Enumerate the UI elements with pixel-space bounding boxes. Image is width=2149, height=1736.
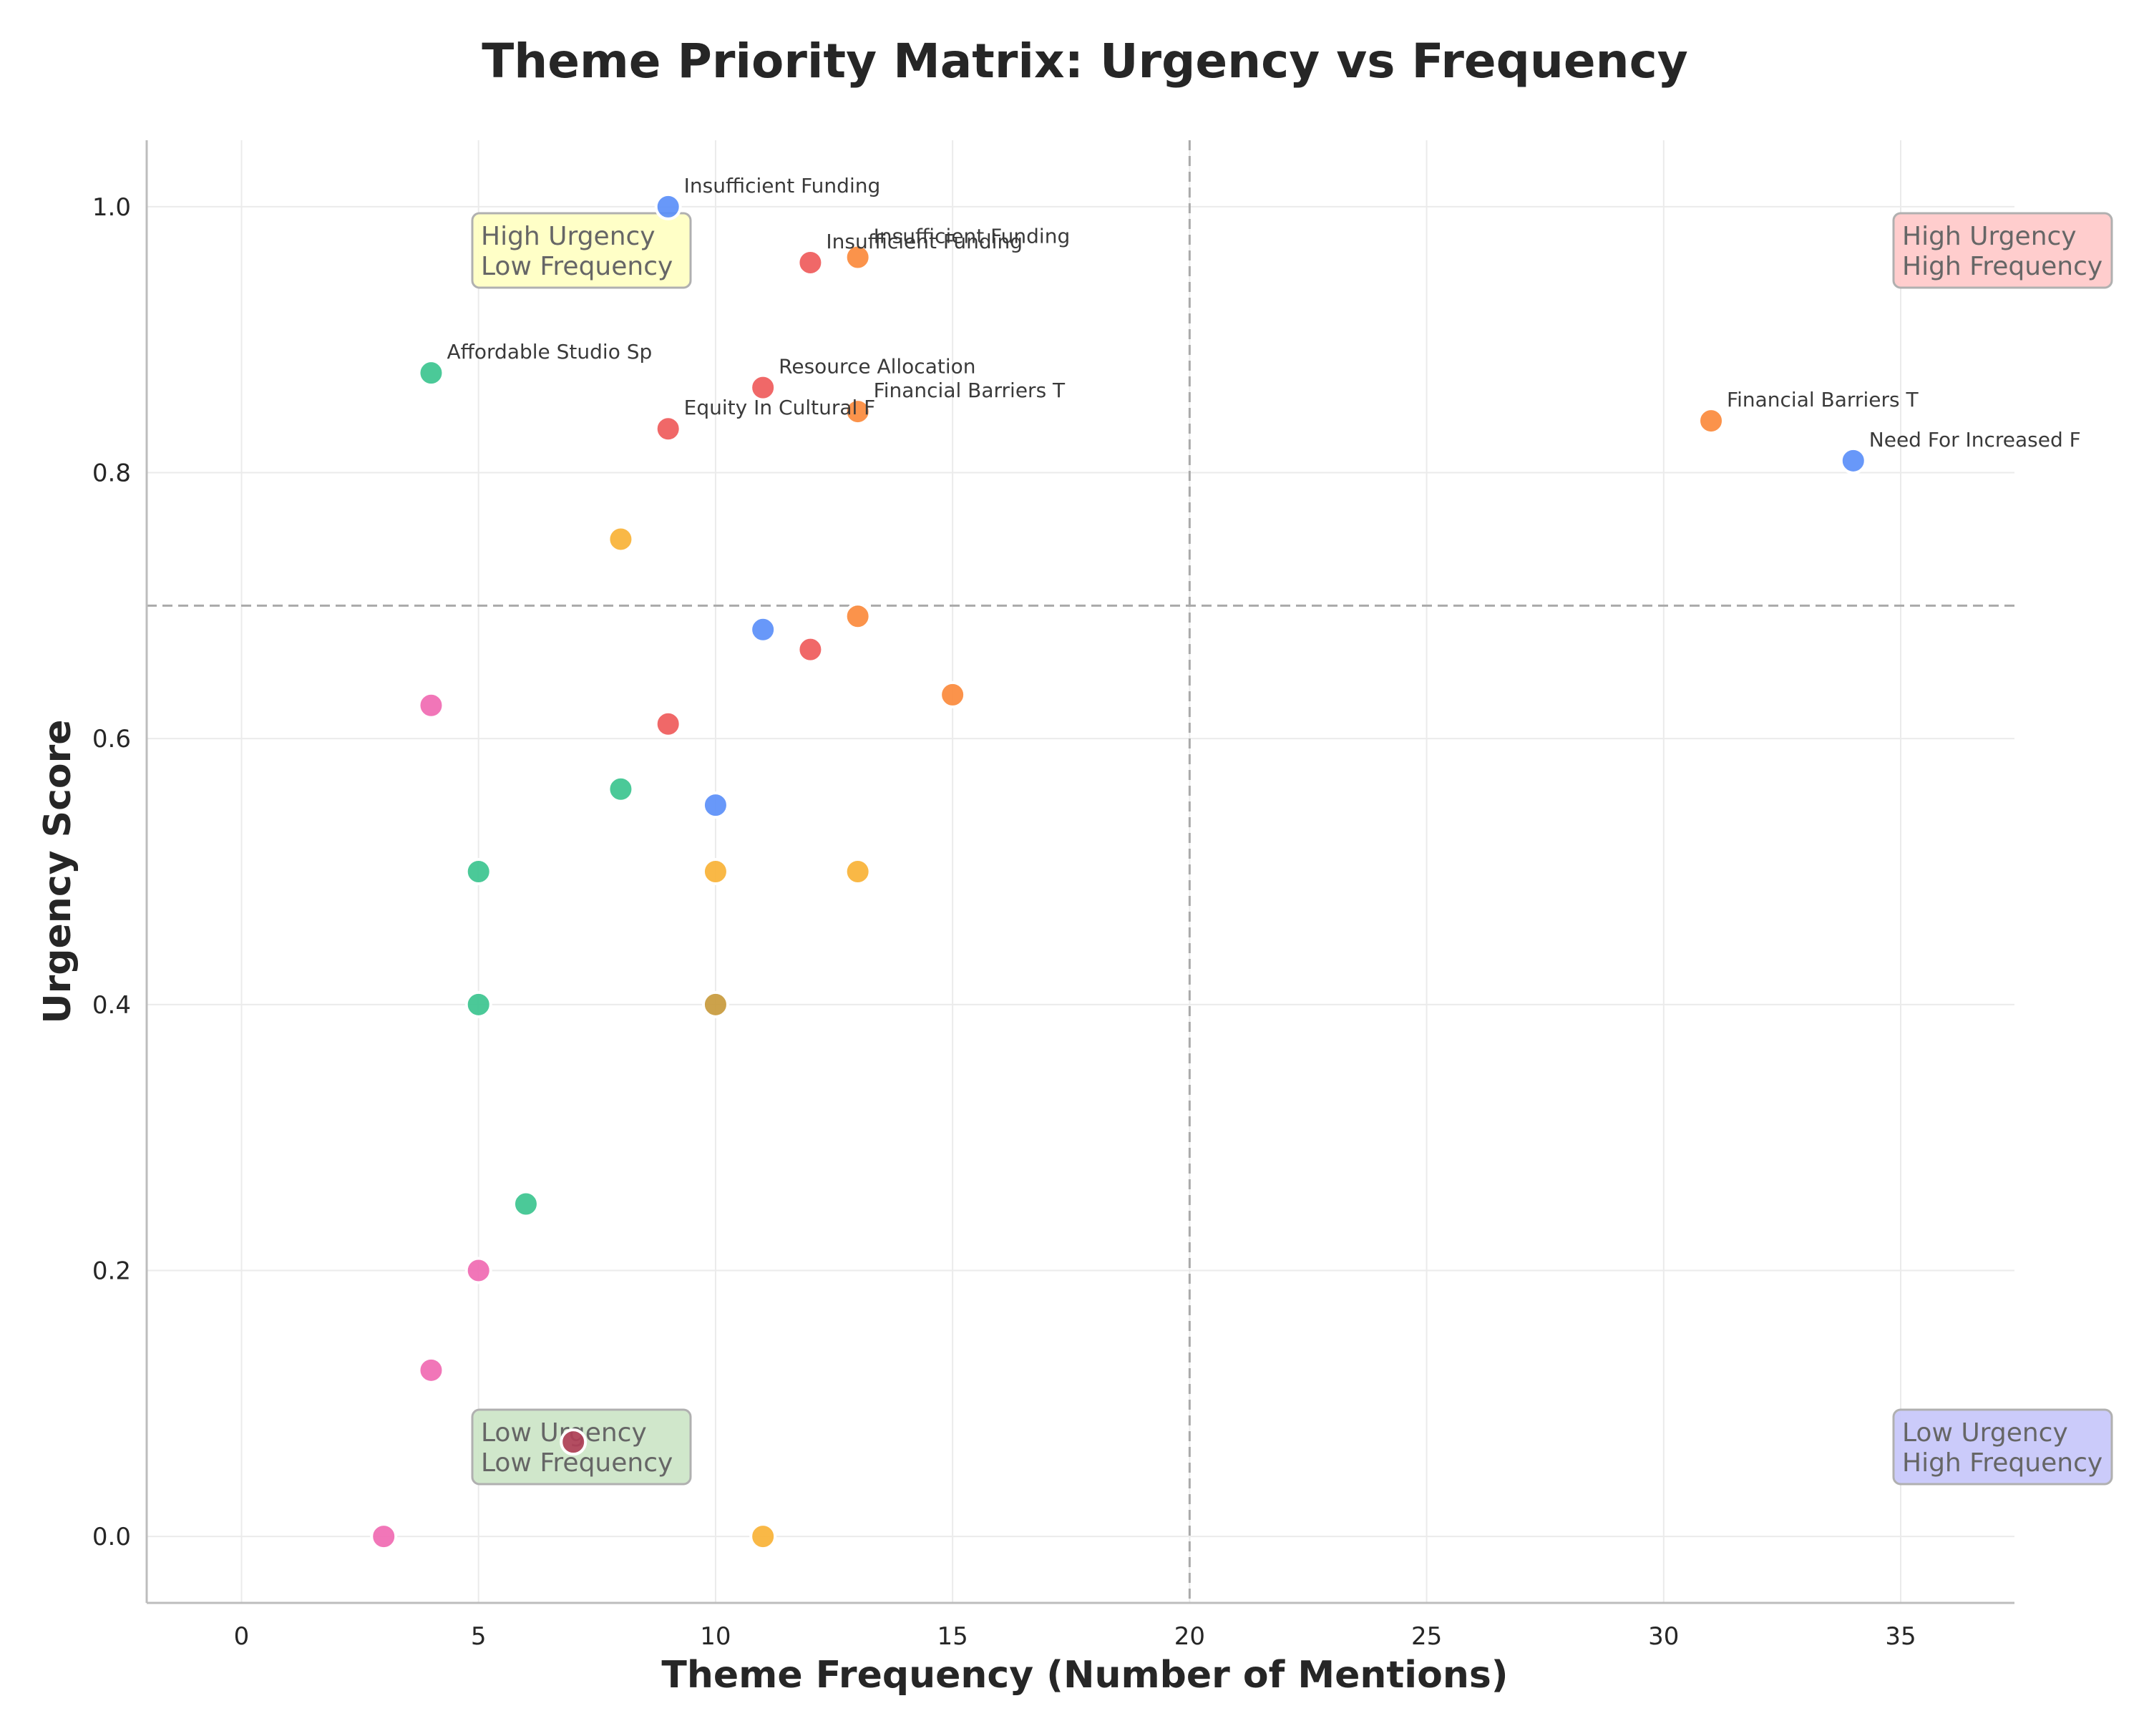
quadrant-box-bg [1892, 1408, 2113, 1486]
scatter-point [701, 990, 729, 1018]
scatter-point [560, 1428, 588, 1456]
scatter-point [701, 858, 729, 885]
scatter-point [844, 603, 872, 630]
scatter-point [464, 1257, 492, 1284]
x-axis-label: Theme Frequency (Number of Mentions) [661, 1654, 1508, 1697]
scatter-point [607, 775, 635, 803]
quadrant-label-line1: Low Urgency [1902, 1418, 2068, 1448]
scatter-point [749, 374, 777, 401]
y-axis-label: Urgency Score [36, 719, 79, 1023]
scatter-point [370, 1523, 398, 1551]
quadrant-label-line2: Low Frequency [481, 252, 673, 281]
quadrant-label-line1: High Urgency [481, 222, 656, 251]
y-tick-label: 0.2 [92, 1257, 131, 1285]
y-tick-label: 0.0 [92, 1523, 131, 1551]
scatter-point [749, 1523, 777, 1551]
scatter-point [417, 359, 445, 387]
y-tick-label: 0.4 [92, 991, 131, 1020]
y-tick-label: 0.6 [92, 725, 131, 754]
quadrant-box-bg [1892, 212, 2113, 289]
point-annotation: Financial Barriers T [1727, 388, 1919, 411]
quadrant-label-line2: High Frequency [1902, 252, 2102, 281]
x-tick-label: 25 [1411, 1622, 1442, 1651]
quadrant-box-bg [471, 212, 692, 289]
quadrant-label-line2: High Frequency [1902, 1448, 2102, 1478]
scatter-point [796, 635, 824, 663]
point-annotation: Equity In Cultural F [684, 396, 876, 419]
x-tick-label: 5 [471, 1622, 487, 1651]
scatter-point [654, 192, 682, 220]
x-tick-label: 20 [1174, 1622, 1205, 1651]
y-tick-label: 0.8 [92, 459, 131, 488]
scatter-point [607, 525, 635, 553]
scatter-point [654, 710, 682, 738]
tick-labels: 0 5 10 15 20 25 30 35 0.0 0.2 0.4 0.6 0.8 1.0 [92, 193, 1916, 1651]
x-tick-label: 15 [937, 1622, 968, 1651]
axes [145, 140, 2014, 1604]
reference-lines [147, 140, 2014, 1603]
scatter-point [1839, 447, 1867, 474]
scatter-point [844, 243, 872, 271]
scatter-point [654, 415, 682, 443]
grid-lines [147, 140, 2014, 1603]
point-annotation: Resource Allocation [779, 355, 975, 379]
y-tick-label: 1.0 [92, 193, 131, 222]
scatter-point [701, 791, 729, 819]
scatter-point [417, 691, 445, 719]
scatter-point [464, 990, 492, 1018]
x-tick-label: 10 [700, 1622, 731, 1651]
point-annotation: Affordable Studio Sp [447, 340, 652, 364]
point-annotation: Insufficient Funding [874, 225, 1071, 248]
data-points [370, 192, 1867, 1551]
quadrant-label-line1: High Urgency [1902, 222, 2077, 251]
scatter-point [844, 398, 872, 426]
scatter-point [844, 858, 872, 885]
scatter-point [749, 615, 777, 643]
chart-title: Theme Priority Matrix: Urgency vs Freque… [482, 34, 1688, 89]
scatter-point [417, 1356, 445, 1384]
scatter-point [796, 248, 824, 276]
point-annotation: Financial Barriers T [874, 379, 1066, 402]
point-annotation: Need For Increased F [1869, 428, 2081, 452]
point-annotation: Insufficient Funding [684, 174, 881, 198]
x-tick-label: 0 [234, 1622, 250, 1651]
x-tick-label: 30 [1648, 1622, 1679, 1651]
x-tick-label: 35 [1885, 1622, 1916, 1651]
scatter-point [1697, 407, 1725, 435]
scatter-point [512, 1190, 540, 1218]
point-annotation: Insufficient Funding [826, 230, 1023, 253]
scatter-point [464, 858, 492, 885]
scatter-point [939, 681, 967, 708]
